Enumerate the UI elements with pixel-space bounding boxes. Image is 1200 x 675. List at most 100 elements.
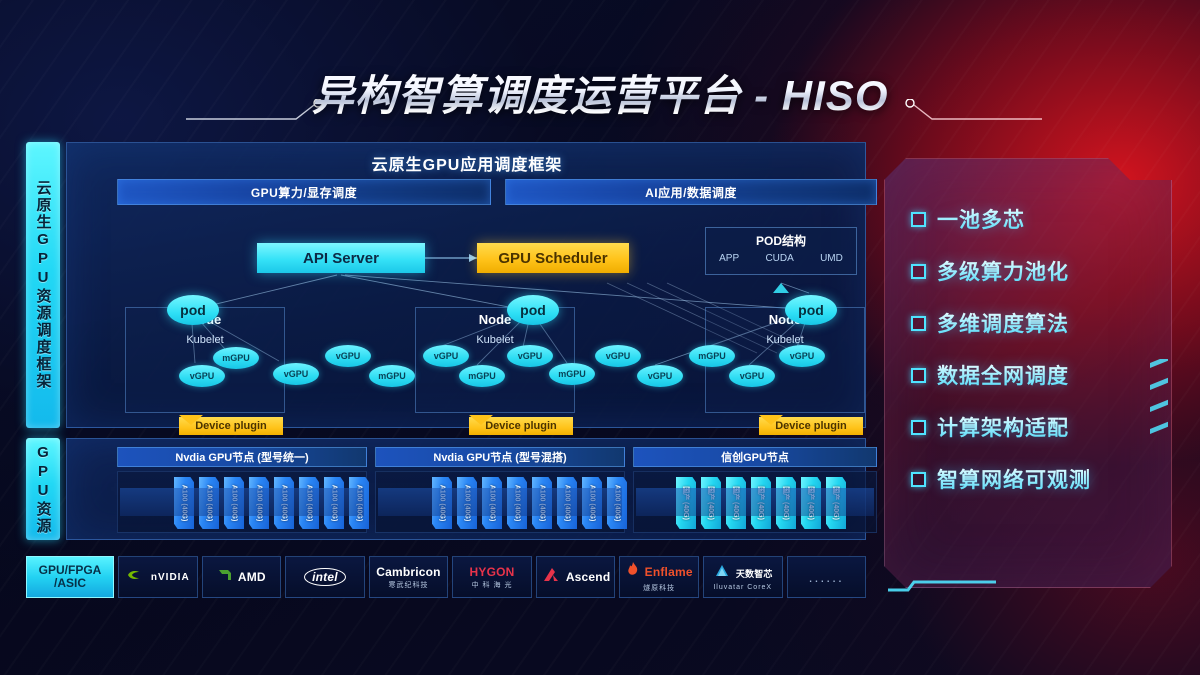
gpu-card-1-6[interactable]: A100 (40G) xyxy=(299,477,319,529)
vendor-logo-strip: GPU/FPGA/ASIC nVIDIA AMD intel Cambricon 寒武纪科… xyxy=(26,556,867,598)
device-plugin-1[interactable]: Device plugin xyxy=(179,417,283,435)
gpu-chip-vgpu-2-3[interactable]: vGPU xyxy=(507,345,553,367)
gpu-card-2-2[interactable]: A100 (40G) xyxy=(457,477,477,529)
vendor-name: nVIDIA xyxy=(150,571,190,583)
feature-label: 一池多芯 xyxy=(937,204,1025,234)
vendor-logo-row: Cambricon xyxy=(376,565,440,579)
gpu-group-header-1[interactable]: Nvdia GPU节点 (型号统一) xyxy=(117,447,367,467)
gpu-card-3-5[interactable]: 国产 (40G) xyxy=(776,477,796,529)
gpu-chip-vgpu-3-1[interactable]: vGPU xyxy=(637,365,683,387)
gpu-card-2-5[interactable]: A100 (40G) xyxy=(532,477,552,529)
gpu-card-1-4[interactable]: A100 (40G) xyxy=(249,477,269,529)
vendor-cell-6[interactable]: HYGON 中 科 海 光 xyxy=(452,556,532,598)
vendor-logo-row: HYGON xyxy=(470,565,515,579)
vendor-subtitle: 中 科 海 光 xyxy=(471,581,513,589)
vendor-logo-row: nVIDIA xyxy=(126,568,190,587)
vendor-cell-8[interactable]: Enflame 燧原科技 xyxy=(619,556,699,598)
gpu-chip-vgpu-1-3[interactable]: vGPU xyxy=(273,363,319,385)
gpu-card-1-5[interactable]: A100 (40G) xyxy=(274,477,294,529)
gpu-card-label: A100 (40G) xyxy=(255,484,263,522)
rail-gpu-resource: GPU资源 xyxy=(26,438,60,540)
gpu-card-2-6[interactable]: A100 (40G) xyxy=(557,477,577,529)
iluvatar-icon xyxy=(713,563,731,583)
vendor-cell-7[interactable]: Ascend xyxy=(535,556,616,598)
kubelet-label-3: Kubelet xyxy=(766,334,804,346)
gpu-chip-mgpu-2-4[interactable]: mGPU xyxy=(549,363,595,385)
nvidia-icon xyxy=(126,568,146,587)
vendor-cell-2[interactable]: nVIDIA xyxy=(118,556,198,598)
gpu-card-1-1[interactable]: A100 (40G) xyxy=(174,477,194,529)
title-decoration-right xyxy=(905,99,1042,120)
feature-item-2[interactable]: 多级算力池化 xyxy=(911,245,1171,297)
vendor-name: Ascend xyxy=(565,570,611,584)
gpu-group-header-3[interactable]: 信创GPU节点 xyxy=(633,447,877,467)
gpu-card-3-6[interactable]: 国产 (40G) xyxy=(801,477,821,529)
band-gpu-compute[interactable]: GPU算力/显存调度 xyxy=(117,179,491,205)
gpu-card-label: 国产 (40G) xyxy=(782,486,789,520)
gpu-chip-mgpu-1-2[interactable]: mGPU xyxy=(213,347,259,369)
feature-item-5[interactable]: 计算架构适配 xyxy=(911,401,1171,453)
vendor-cell-3[interactable]: AMD xyxy=(201,556,282,598)
band-ai-data[interactable]: AI应用/数据调度 xyxy=(505,179,877,205)
gpu-card-label: A100 (40G) xyxy=(588,484,596,522)
feature-item-3[interactable]: 多维调度算法 xyxy=(911,297,1171,349)
gpu-card-3-7[interactable]: 国产 (40G) xyxy=(826,477,846,529)
vendor-subtitle: 寒武纪科技 xyxy=(388,581,429,589)
vendor-name: AMD xyxy=(237,570,266,584)
gpu-card-2-1[interactable]: A100 (40G) xyxy=(432,477,452,529)
vendor-cell-1[interactable]: GPU/FPGA/ASIC xyxy=(26,556,114,598)
gpu-card-label: A100 (40G) xyxy=(230,484,238,522)
gpu-card-3-4[interactable]: 国产 (40G) xyxy=(751,477,771,529)
feature-item-1[interactable]: 一池多芯 xyxy=(911,193,1171,245)
gpu-card-2-4[interactable]: A100 (40G) xyxy=(507,477,527,529)
gpu-chip-vgpu-2-1[interactable]: vGPU xyxy=(423,345,469,367)
node-label-3: Node xyxy=(768,312,802,327)
gpu-card-1-8[interactable]: A100 (40G) xyxy=(349,477,369,529)
gpu-chip-vgpu-3-4[interactable]: vGPU xyxy=(779,345,825,367)
pod-node-2[interactable]: pod xyxy=(507,295,559,325)
vendor-logo-row: Enflame xyxy=(626,561,693,582)
gpu-card-label: A100 (40G) xyxy=(488,484,496,522)
kubelet-label-1: Kubelet xyxy=(186,334,224,346)
gpu-card-3-2[interactable]: 国产 (40G) xyxy=(701,477,721,529)
device-plugin-3[interactable]: Device plugin xyxy=(759,417,863,435)
gpu-chip-mgpu-1-5[interactable]: mGPU xyxy=(369,365,415,387)
gpu-card-label: 国产 (40G) xyxy=(757,486,764,520)
device-plugin-2[interactable]: Device plugin xyxy=(469,417,573,435)
gpu-group-header-2[interactable]: Nvdia GPU节点 (型号混搭) xyxy=(375,447,625,467)
vendor-cell-5[interactable]: Cambricon 寒武纪科技 xyxy=(368,556,449,598)
feature-highlight-panel: 一池多芯多级算力池化 多维调度算法数据全网调度计算架构适配 智算网络可观测 xyxy=(884,158,1172,588)
vendor-cell-10[interactable]: ...... xyxy=(786,556,867,598)
vendor-cell-9[interactable]: 天数智芯 Iluvatar CoreX xyxy=(702,556,783,598)
feature-item-6[interactable]: 智算网络可观测 xyxy=(911,453,1171,505)
gpu-chip-vgpu-2-5[interactable]: vGPU xyxy=(595,345,641,367)
gpu-card-label: A100 (40G) xyxy=(330,484,338,522)
gpu-scheduler-box[interactable]: GPU Scheduler xyxy=(477,243,629,273)
gpu-card-1-7[interactable]: A100 (40G) xyxy=(324,477,344,529)
gpu-card-1-2[interactable]: A100 (40G) xyxy=(199,477,219,529)
gpu-card-3-3[interactable]: 国产 (40G) xyxy=(726,477,746,529)
vendor-name: Cambricon xyxy=(376,564,441,579)
gpu-card-1-3[interactable]: A100 (40G) xyxy=(224,477,244,529)
api-server-box[interactable]: API Server xyxy=(257,243,425,273)
vendor-logo-row: intel xyxy=(304,568,346,586)
gpu-chip-mgpu-2-2[interactable]: mGPU xyxy=(459,365,505,387)
gpu-card-2-7[interactable]: A100 (40G) xyxy=(582,477,602,529)
gpu-card-2-8[interactable]: A100 (40G) xyxy=(607,477,627,529)
gpu-chip-vgpu-1-1[interactable]: vGPU xyxy=(179,365,225,387)
feature-item-4[interactable]: 数据全网调度 xyxy=(911,349,1171,401)
checkbox-square-icon xyxy=(911,315,926,331)
gpu-chip-vgpu-1-4[interactable]: vGPU xyxy=(325,345,371,367)
pod-node-3[interactable]: pod xyxy=(785,295,837,325)
gpu-card-2-3[interactable]: A100 (40G) xyxy=(482,477,502,529)
vendor-cell-4[interactable]: intel xyxy=(285,556,365,598)
pod-node-1[interactable]: pod xyxy=(167,295,219,325)
gpu-chip-vgpu-3-3[interactable]: vGPU xyxy=(729,365,775,387)
gpu-chip-mgpu-3-2[interactable]: mGPU xyxy=(689,345,735,367)
feature-label: 数据全网调度 xyxy=(937,360,1069,390)
vendor-label-line1: GPU/FPGA xyxy=(38,563,102,577)
gpu-card-rack-2: A100 (40G) A100 (40G) A100 (40G) A100 (40G)… xyxy=(375,471,627,533)
gpu-card-3-1[interactable]: 国产 (40G) xyxy=(676,477,696,529)
vendor-logo-row: AMD xyxy=(217,568,266,587)
